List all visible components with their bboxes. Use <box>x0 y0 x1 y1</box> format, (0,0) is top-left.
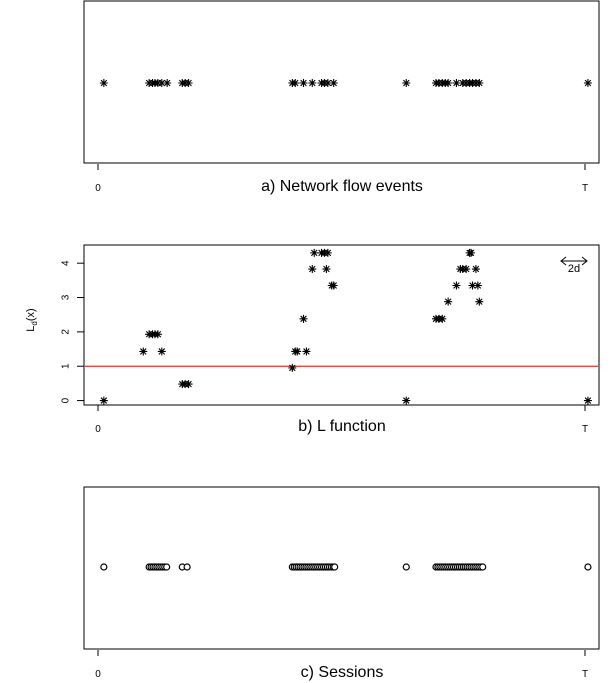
l-function-point <box>322 265 331 274</box>
session-point <box>183 563 191 571</box>
event-point <box>291 79 300 87</box>
l-function-point <box>468 281 477 290</box>
event-point <box>475 79 484 87</box>
event-point <box>99 79 108 87</box>
panel-a-frame <box>83 0 600 164</box>
panel-b-y-label-tail: (x) <box>25 308 37 321</box>
panel-b-y-tick-label: 2 <box>61 329 72 335</box>
panel-b-x-tick-label-0: 0 <box>95 424 101 435</box>
event-point <box>323 79 332 87</box>
session-point <box>100 563 108 571</box>
panel-a-marks <box>99 79 592 87</box>
event-point <box>444 79 453 87</box>
panel-c-frame <box>83 486 600 650</box>
panel-b-y-tick-label: 0 <box>61 397 72 403</box>
panel-b-y-label-subscript: d <box>30 321 39 325</box>
event-point <box>299 79 308 87</box>
l-function-point <box>299 314 308 323</box>
event-point <box>402 79 411 87</box>
event-point <box>163 79 172 87</box>
l-function-point <box>308 265 317 274</box>
l-function-point <box>452 281 461 290</box>
event-point <box>184 79 193 87</box>
panel-b-y-label: Ld(x) <box>25 308 39 331</box>
l-function-point <box>438 314 447 323</box>
l-function-point <box>473 281 482 290</box>
event-point <box>583 79 592 87</box>
panel-c-marks <box>100 563 592 571</box>
l-function-point <box>157 347 166 356</box>
l-function-point <box>475 297 484 306</box>
session-point <box>479 563 487 571</box>
l-function-point <box>288 363 297 372</box>
panel-b-y-tick-label: 3 <box>61 294 72 300</box>
annotation-arrow-left-head <box>560 256 567 266</box>
panel-b-y-label-main: L <box>25 326 37 332</box>
panel-a-x-tick-label-0: 0 <box>95 183 101 194</box>
session-point <box>163 563 171 571</box>
panel-b-y-axis: 0 1 2 3 4 <box>61 260 84 403</box>
annotation-arrow-right-head <box>581 256 588 266</box>
session-point <box>331 563 339 571</box>
panel-a-x-tick-label-T: T <box>582 183 588 194</box>
l-function-point <box>139 347 148 356</box>
annotation-label: 2d <box>568 263 580 275</box>
panel-b-2d-annotation: 2d <box>560 256 588 275</box>
l-function-point <box>402 396 411 405</box>
panel-c-x-tick-label-T: T <box>582 669 588 680</box>
l-function-point <box>184 380 193 389</box>
l-function-point <box>302 347 311 356</box>
event-point <box>329 79 338 87</box>
l-function-point <box>153 330 162 339</box>
l-function-point <box>471 265 480 274</box>
event-point <box>157 79 166 87</box>
l-function-point <box>293 347 302 356</box>
l-function-point <box>310 248 319 257</box>
l-function-point <box>467 248 476 257</box>
l-function-point <box>323 248 332 257</box>
l-function-point <box>583 396 592 405</box>
panel-a-caption: a) Network flow events <box>261 178 423 195</box>
panel-b: 0 1 2 3 4 0 T Ld(x) 2d b) L function <box>25 244 600 435</box>
panel-b-x-tick-label-T: T <box>582 424 588 435</box>
l-function-point <box>329 281 338 290</box>
panel-b-y-tick-label: 1 <box>61 363 72 369</box>
event-point <box>452 79 461 87</box>
panel-c: 0 T c) Sessions <box>83 486 600 681</box>
event-point <box>308 79 317 87</box>
panel-c-caption: c) Sessions <box>301 664 384 681</box>
panel-b-caption: b) L function <box>298 418 385 435</box>
l-function-point <box>462 265 471 274</box>
session-point <box>402 563 410 571</box>
l-function-point <box>444 297 453 306</box>
panel-b-marks <box>99 248 592 405</box>
l-function-point <box>99 396 108 405</box>
session-point <box>584 563 592 571</box>
panel-a: 0 T a) Network flow events <box>83 0 600 195</box>
panel-b-y-tick-label: 4 <box>61 260 72 266</box>
panel-b-frame <box>83 244 600 406</box>
panel-c-x-tick-label-0: 0 <box>95 669 101 680</box>
